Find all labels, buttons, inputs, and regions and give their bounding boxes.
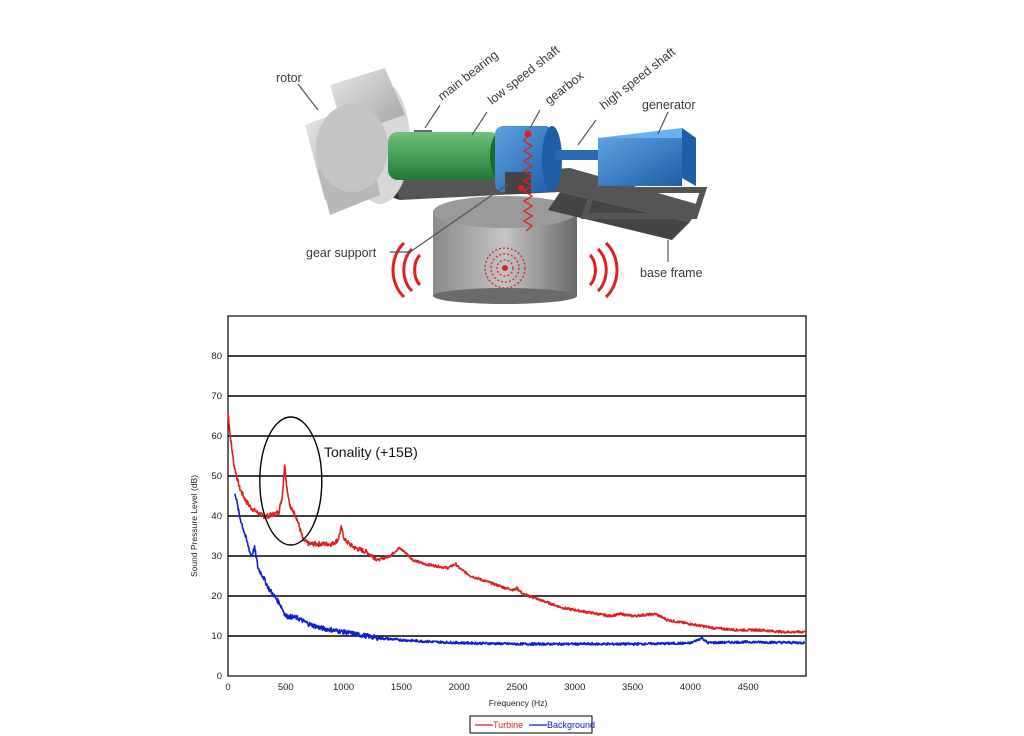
- y-tick-70: 70: [211, 391, 222, 402]
- leader-lines: [297, 83, 669, 262]
- series-line-background: [234, 493, 806, 646]
- y-tick-20: 20: [211, 591, 222, 602]
- y-axis-label: Sound Pressure Level (dB): [189, 475, 199, 577]
- x-tick-3000: 3000: [564, 682, 585, 693]
- y-tick-80: 80: [211, 351, 222, 362]
- plot-area: [227, 315, 807, 677]
- legend: Turbine Background: [469, 715, 595, 734]
- tonality-ellipse: [259, 416, 323, 546]
- y-tick-labels: 0 10 20 30 40 50 60 70 80: [211, 351, 222, 682]
- gearbox: [495, 126, 562, 194]
- y-tick-40: 40: [211, 511, 222, 522]
- legend-label-background: Background: [547, 720, 595, 730]
- x-tick-4500: 4500: [738, 682, 759, 693]
- tonality-label: Tonality (+15B): [324, 444, 418, 460]
- x-axis-label: Frequency (Hz): [489, 698, 548, 708]
- x-tick-4000: 4000: [680, 682, 701, 693]
- x-tick-1500: 1500: [391, 682, 412, 693]
- sound-waves-right: [588, 241, 619, 299]
- label-generator: generator: [642, 98, 696, 112]
- y-tick-30: 30: [211, 551, 222, 562]
- y-tick-50: 50: [211, 471, 222, 482]
- vibration-path: [484, 130, 534, 289]
- rotor: [305, 68, 410, 215]
- y-tick-0: 0: [217, 671, 222, 682]
- tonality-annotation: Tonality (+15B): [259, 416, 418, 546]
- y-tick-10: 10: [211, 631, 222, 642]
- x-tick-labels: 0 500 1000 1500 2000 2500 3000 3500 4000 4500: [225, 682, 758, 693]
- drivetrain-diagram: rotor main bearing low speed shaft gearb…: [276, 43, 708, 304]
- label-base-frame: base frame: [640, 266, 703, 280]
- generator: [598, 128, 696, 186]
- x-tick-1000: 1000: [333, 682, 354, 693]
- x-tick-0: 0: [225, 682, 230, 693]
- label-gear-support: gear support: [306, 246, 377, 260]
- x-tick-2000: 2000: [449, 682, 470, 693]
- series-line-turbine: [227, 411, 806, 634]
- label-rotor: rotor: [276, 71, 302, 85]
- high-speed-shaft: [555, 150, 600, 160]
- sound-waves-left: [391, 241, 422, 299]
- x-tick-500: 500: [278, 682, 294, 693]
- y-tick-60: 60: [211, 431, 222, 442]
- gridlines: [228, 355, 806, 637]
- plot-frame: [227, 315, 807, 677]
- x-tick-3500: 3500: [622, 682, 643, 693]
- legend-label-turbine: Turbine: [493, 720, 523, 730]
- x-tick-2500: 2500: [506, 682, 527, 693]
- series-lines: [227, 411, 806, 646]
